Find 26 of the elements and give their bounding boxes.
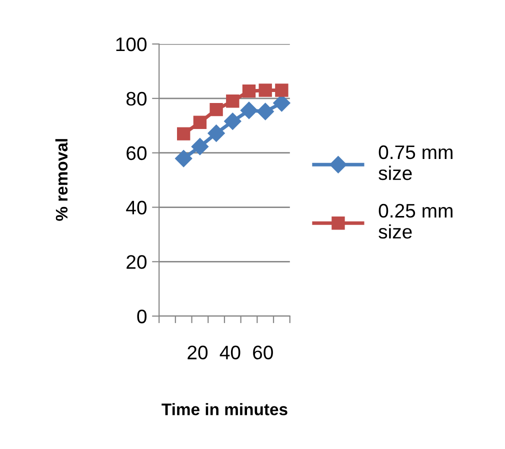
point xyxy=(193,116,207,129)
point xyxy=(191,138,208,156)
point xyxy=(210,102,223,116)
point xyxy=(177,127,190,140)
point xyxy=(258,84,272,97)
point xyxy=(240,102,258,119)
x-tick-label: 60 xyxy=(253,346,273,360)
y-tick-label: 80 xyxy=(126,92,147,106)
y-tick-label: 60 xyxy=(126,146,147,160)
y-axis-title: % removal xyxy=(55,139,68,221)
y-tick-label: 0 xyxy=(137,310,147,324)
point xyxy=(226,94,240,108)
point xyxy=(275,84,288,97)
y-tick-label: 100 xyxy=(116,37,147,52)
point xyxy=(242,84,256,98)
point xyxy=(256,102,274,120)
legend-label: 0.25 mm size xyxy=(378,204,452,239)
point xyxy=(175,150,192,168)
x-axis-title: Time in minutes xyxy=(162,403,288,416)
x-tick-label: 20 xyxy=(188,346,208,360)
y-tick-label: 40 xyxy=(126,200,147,214)
legend-label: 0.75 mm size xyxy=(378,145,452,180)
x-tick-label: 40 xyxy=(220,346,240,360)
point xyxy=(224,112,242,130)
point xyxy=(208,124,225,142)
y-tick-label: 20 xyxy=(126,255,147,269)
